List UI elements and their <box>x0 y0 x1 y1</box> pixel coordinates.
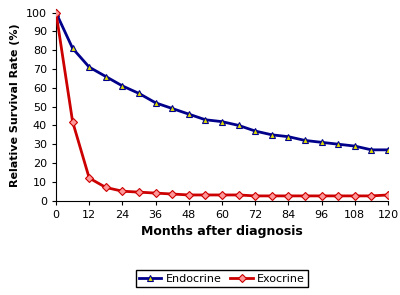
Endocrine <box>203 118 208 122</box>
Endocrine <box>352 144 357 148</box>
Exocrine <box>137 190 142 194</box>
Exocrine <box>103 186 108 189</box>
Exocrine <box>220 193 224 197</box>
Exocrine <box>87 176 92 180</box>
Legend: Endocrine, Exocrine: Endocrine, Exocrine <box>136 271 308 287</box>
Endocrine <box>87 65 92 69</box>
Exocrine <box>369 194 374 198</box>
Exocrine <box>386 193 390 197</box>
Endocrine <box>103 75 108 78</box>
Endocrine <box>54 11 58 14</box>
Endocrine <box>303 139 308 142</box>
Endocrine <box>236 124 241 127</box>
Exocrine <box>253 194 258 198</box>
Exocrine <box>286 194 291 198</box>
Line: Endocrine: Endocrine <box>52 9 392 153</box>
Exocrine <box>120 189 125 193</box>
Exocrine <box>170 192 175 196</box>
Endocrine <box>253 129 258 133</box>
Endocrine <box>120 84 125 88</box>
Exocrine <box>303 194 308 198</box>
Endocrine <box>336 142 341 146</box>
Endocrine <box>270 133 274 137</box>
Endocrine <box>319 140 324 144</box>
X-axis label: Months after diagnosis: Months after diagnosis <box>141 225 303 238</box>
Endocrine <box>220 120 224 123</box>
Endocrine <box>286 135 291 138</box>
Line: Exocrine: Exocrine <box>53 10 391 199</box>
Endocrine <box>386 148 390 152</box>
Exocrine <box>336 194 341 198</box>
Exocrine <box>70 120 75 123</box>
Endocrine <box>369 148 374 152</box>
Endocrine <box>170 107 175 110</box>
Exocrine <box>236 193 241 197</box>
Exocrine <box>203 193 208 197</box>
Exocrine <box>186 193 191 197</box>
Endocrine <box>153 101 158 105</box>
Exocrine <box>270 194 274 198</box>
Exocrine <box>153 191 158 195</box>
Endocrine <box>186 112 191 116</box>
Y-axis label: Relative Survival Rate (%): Relative Survival Rate (%) <box>10 23 20 186</box>
Exocrine <box>319 194 324 198</box>
Endocrine <box>70 47 75 50</box>
Endocrine <box>137 92 142 95</box>
Exocrine <box>54 11 58 14</box>
Exocrine <box>352 194 357 198</box>
